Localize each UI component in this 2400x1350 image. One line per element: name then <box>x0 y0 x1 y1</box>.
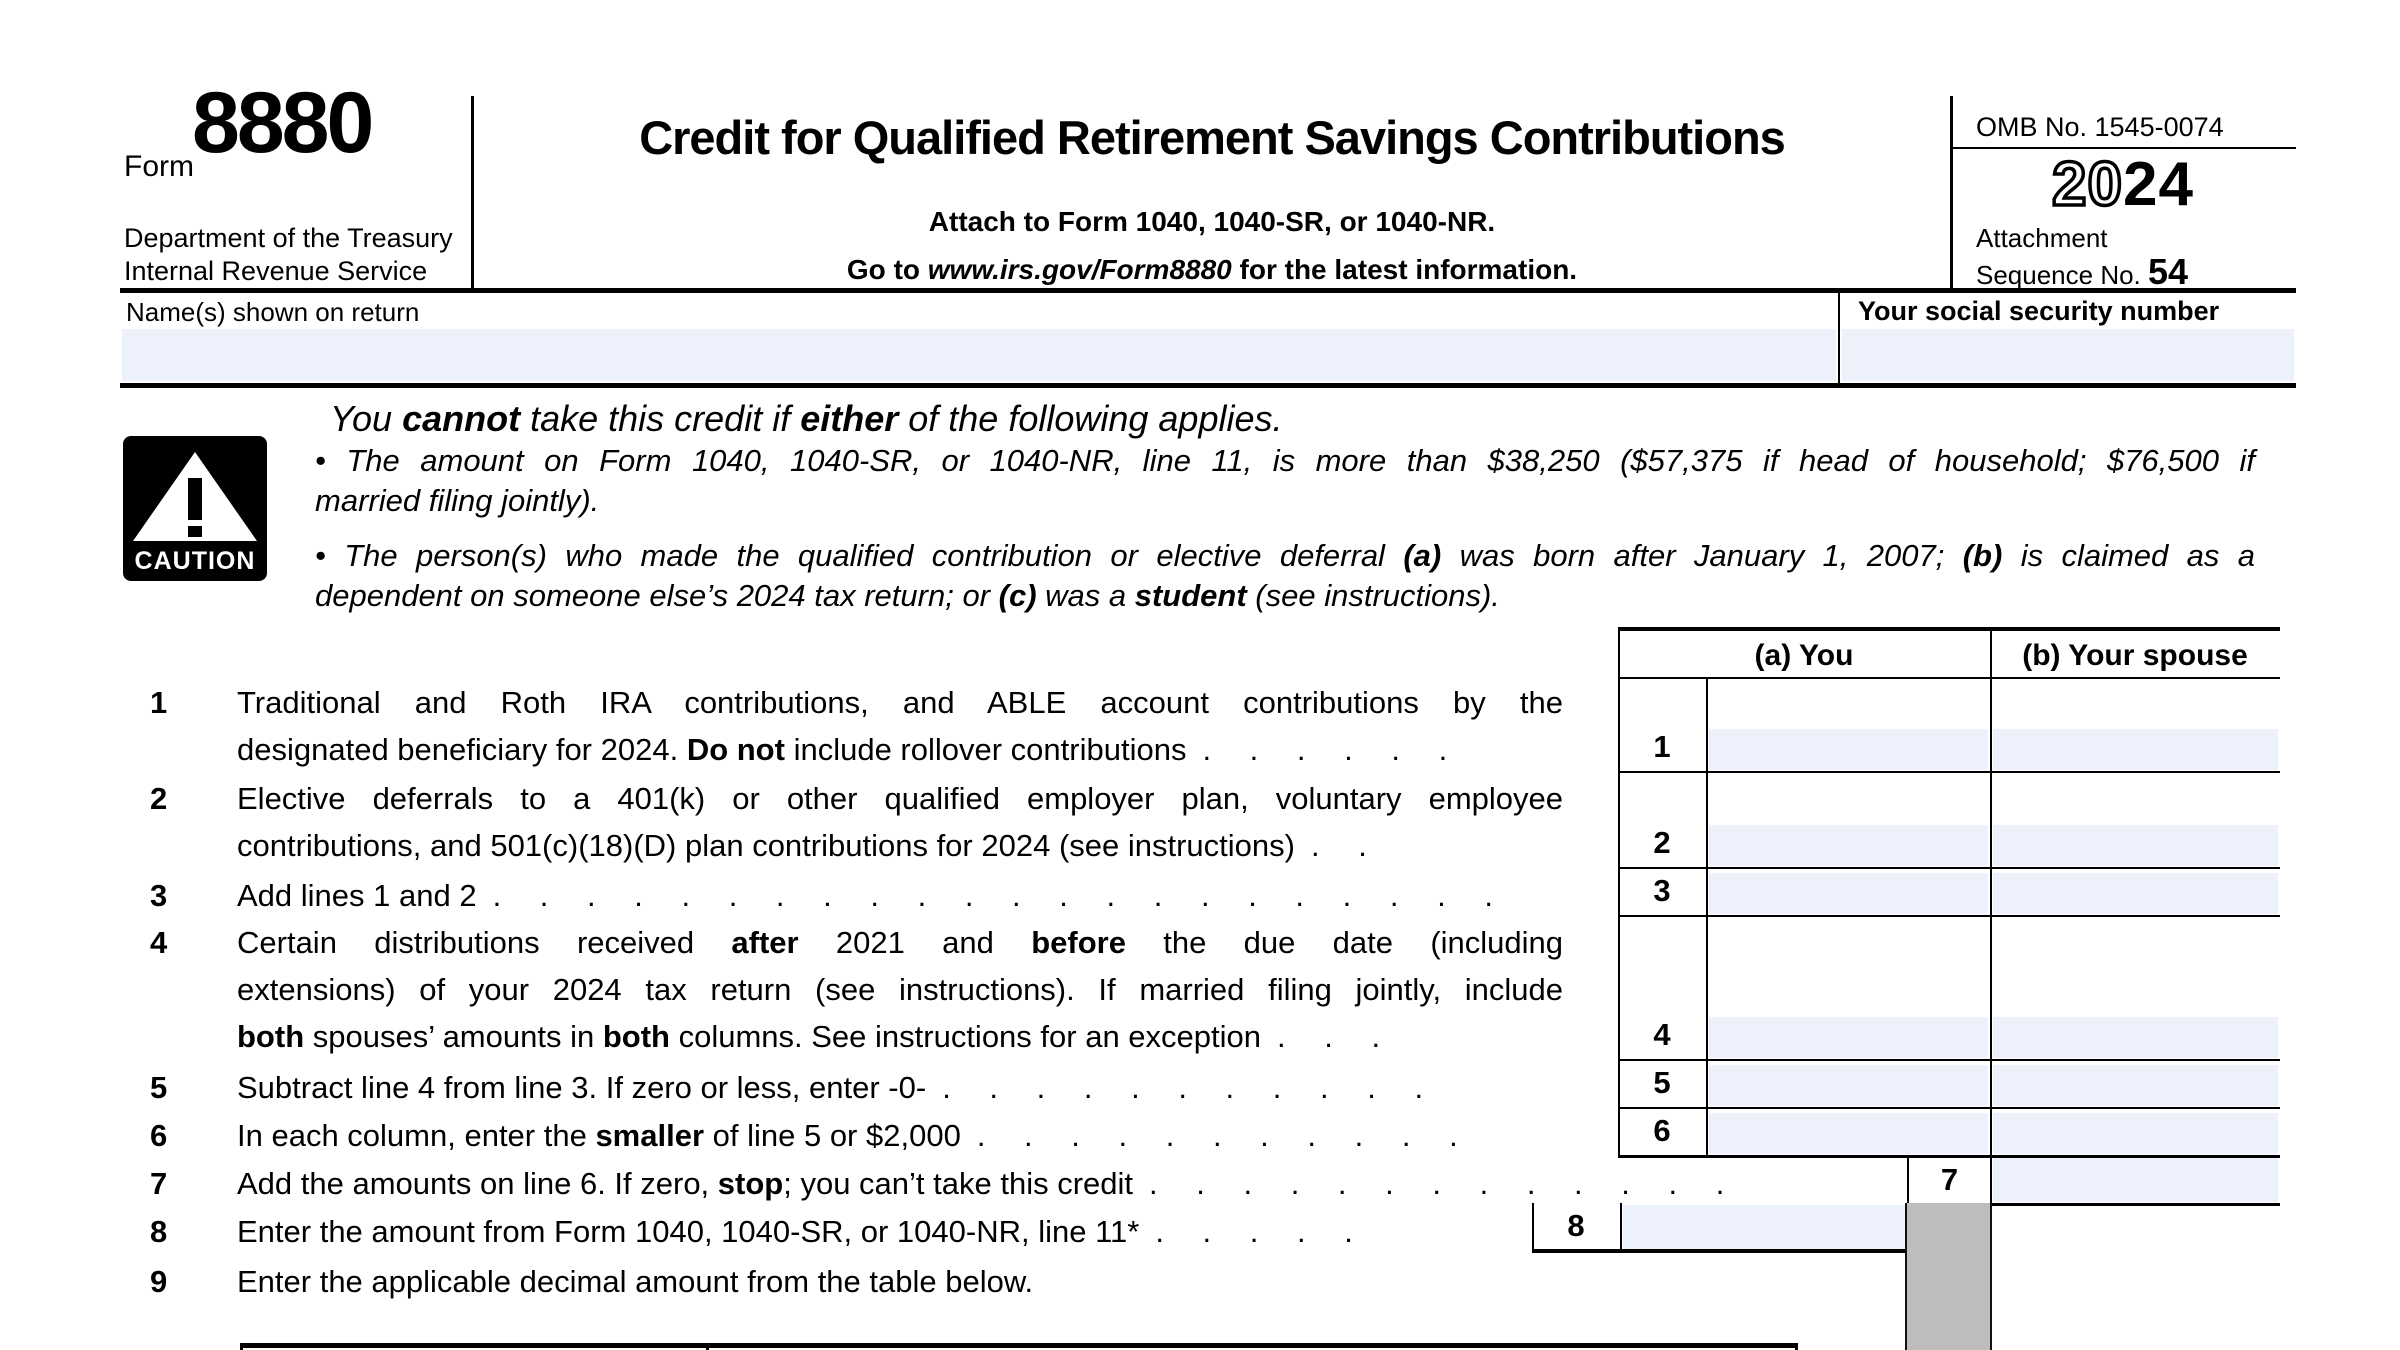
row5-border <box>1618 1107 2280 1109</box>
column-header-b: (b) Your spouse <box>2022 639 2248 672</box>
row3-border <box>1618 915 2280 917</box>
name-input[interactable] <box>122 329 1836 381</box>
caution-icon: CAUTION <box>123 436 267 586</box>
name-label: Name(s) shown on return <box>126 297 420 327</box>
row4-border <box>1618 1059 2280 1061</box>
page-title: Credit for Qualified Retirement Savings … <box>639 111 1786 164</box>
line3-text: Add lines 1 and 2. . . . . . . . . . . .… <box>237 878 1493 913</box>
tax-year-solid: 24 <box>2123 150 2194 219</box>
name-ssn-divider <box>1838 293 1840 383</box>
line9-number: 9 <box>150 1264 168 1299</box>
tax-year: 2024 <box>1950 152 2296 218</box>
row1-border <box>1618 771 2280 773</box>
line1-text: Traditional and Roth IRA contributions, … <box>237 685 1563 767</box>
line3-input-b[interactable] <box>1993 873 2278 914</box>
goto-instruction: Go to www.irs.gov/Form8880 for the lates… <box>846 254 1578 285</box>
line5-number-box: 5 <box>1653 1065 1671 1100</box>
line1-number-box: 1 <box>1653 729 1671 764</box>
line7-box-left-border <box>1907 1157 1909 1203</box>
line7-number: 7 <box>150 1166 168 1201</box>
column-header-a: (a) You <box>1754 639 1854 672</box>
column-ab-divider <box>1990 627 1992 1157</box>
line9-text: Enter the applicable decimal amount from… <box>237 1264 1034 1299</box>
tax-year-outline: 20 <box>2050 150 2123 219</box>
line8-box-left-border <box>1532 1203 1534 1249</box>
line8-bottom-border <box>1532 1249 1907 1253</box>
line6-text: In each column, enter the smaller of lin… <box>237 1118 1458 1153</box>
ssn-label: Your social security number <box>1858 296 2220 326</box>
caution-heading: You cannot take this credit if either of… <box>330 398 1283 439</box>
caution-bullet-2: • The person(s) who made the qualified c… <box>315 538 2255 613</box>
line1-input-a[interactable] <box>1709 729 1988 770</box>
attachment-label: Attachment <box>1976 223 2108 253</box>
line4-text: Certain distributions received after 202… <box>237 925 1564 1054</box>
line7-box-right-border <box>1990 1157 1992 1203</box>
line8-input[interactable] <box>1623 1205 1905 1249</box>
line7-text: Add the amounts on line 6. If zero, stop… <box>237 1166 1725 1201</box>
table-top-border <box>1618 627 2280 631</box>
shaded-na-cell <box>1905 1203 1992 1350</box>
sequence-number: 54 <box>2148 251 2189 292</box>
name-row-rule <box>120 383 2296 388</box>
line8-text: Enter the amount from Form 1040, 1040-SR… <box>237 1214 1353 1249</box>
line6-number-box: 6 <box>1653 1113 1671 1148</box>
line7-input[interactable] <box>1993 1158 2278 1202</box>
header-rule <box>120 288 2296 293</box>
numbox-column-border <box>1706 679 1708 1157</box>
caution-icon-label: CAUTION <box>135 547 256 575</box>
line6-number: 6 <box>150 1118 168 1153</box>
line3-number-box: 3 <box>1653 873 1671 908</box>
line2-text: Elective deferrals to a 401(k) or other … <box>237 781 1563 863</box>
line2-input-a[interactable] <box>1709 825 1988 866</box>
line8-number-box: 8 <box>1567 1208 1585 1243</box>
header-divider-right <box>1950 96 1953 290</box>
form-number: 8880 <box>192 75 374 171</box>
row6-border <box>1618 1155 2280 1158</box>
line4-input-a[interactable] <box>1709 1017 1988 1058</box>
line3-input-a[interactable] <box>1709 873 1988 914</box>
line2-number-box: 2 <box>1653 825 1671 860</box>
omb-number: OMB No. 1545-0074 <box>1976 112 2224 142</box>
line5-input-b[interactable] <box>1993 1065 2278 1106</box>
line6-input-a[interactable] <box>1709 1113 1988 1154</box>
line2-number: 2 <box>150 781 168 816</box>
line4-number: 4 <box>150 925 168 960</box>
sequence-label: Sequence No. <box>1976 260 2141 290</box>
line5-input-a[interactable] <box>1709 1065 1988 1106</box>
omb-rule <box>1952 147 2296 149</box>
line1-number: 1 <box>150 685 168 720</box>
line7-number-box: 7 <box>1940 1162 1959 1197</box>
line6-input-b[interactable] <box>1993 1113 2278 1154</box>
attach-instruction: Attach to Form 1040, 1040-SR, or 1040-NR… <box>928 206 1496 237</box>
decimal-table-top-edge <box>240 1343 1798 1350</box>
line5-number: 5 <box>150 1070 168 1105</box>
sequence-number-row: Sequence No. 54 <box>1976 251 2188 293</box>
line7-bottom-border <box>1907 1203 2280 1206</box>
ssn-input[interactable] <box>1842 329 2294 381</box>
agency-line-2: Internal Revenue Service <box>124 256 428 286</box>
line1-input-b[interactable] <box>1993 729 2278 770</box>
line4-input-b[interactable] <box>1993 1017 2278 1058</box>
header-divider-left <box>471 96 474 290</box>
agency-line-1: Department of the Treasury <box>124 223 453 253</box>
line2-input-b[interactable] <box>1993 825 2278 866</box>
decimal-table-divider <box>706 1348 709 1350</box>
line5-text: Subtract line 4 from line 3. If zero or … <box>237 1070 1424 1105</box>
caution-bullet-1: • The amount on Form 1040, 1040-SR, or 1… <box>315 443 2255 518</box>
line8-number: 8 <box>150 1214 168 1249</box>
line3-number: 3 <box>150 878 168 913</box>
line8-box-right-border <box>1620 1203 1622 1249</box>
row2-border <box>1618 867 2280 869</box>
line4-number-box: 4 <box>1653 1017 1671 1052</box>
form-word: Form <box>124 150 194 183</box>
table-left-border <box>1618 627 1620 1157</box>
table-header-border <box>1618 677 2280 679</box>
